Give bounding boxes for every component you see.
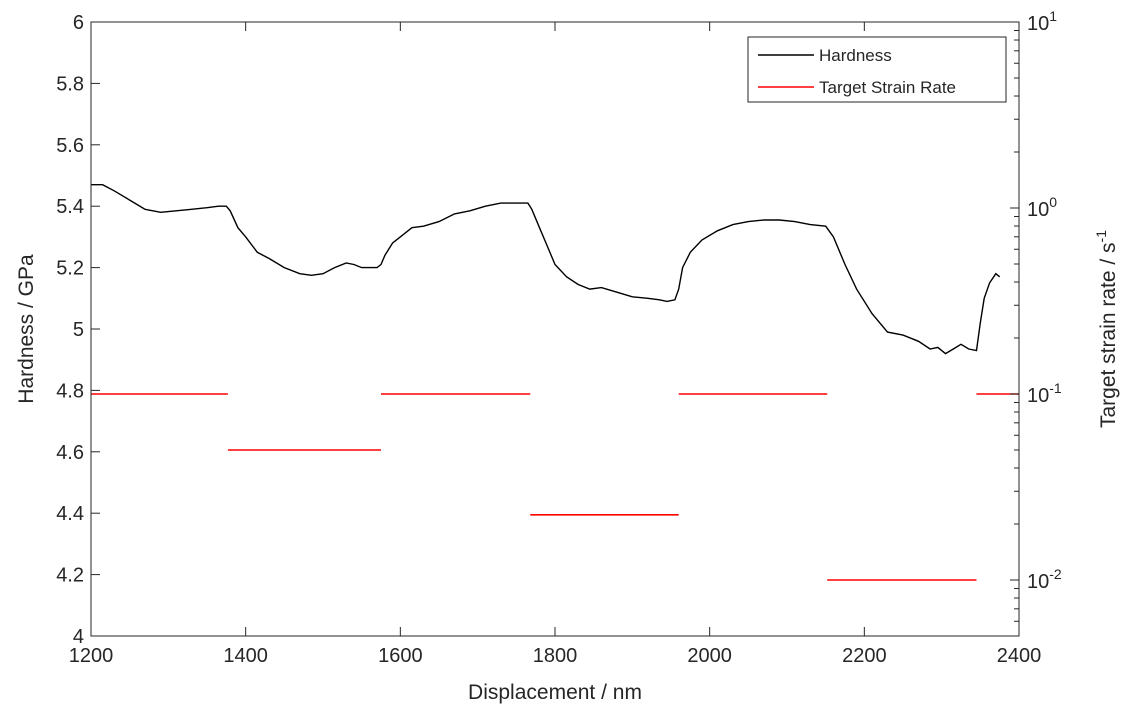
legend-label-strain-rate: Target Strain Rate [819,78,956,97]
y2-tick-label: 10-2 [1027,566,1062,593]
y2-tick-label: 10-1 [1027,380,1062,407]
y-tick-label: 5.6 [56,135,84,157]
y2-axis-label: Target strain rate / s-1 [1093,230,1120,428]
x-tick-label: 2000 [687,645,732,667]
y-axis-right: 10-2 10-1 100 101 [1010,8,1062,622]
y-tick-label: 4.8 [56,380,84,402]
y-tick-label: 4.4 [56,503,84,525]
y-tick-label: 6 [73,12,84,34]
y-tick-label: 5 [73,319,84,341]
y-tick-label: 5.2 [56,258,84,280]
y2-axis-label-text: Target strain rate / s [1097,242,1120,428]
x-tick-label: 2400 [997,645,1042,667]
plot-area-background [91,22,1019,636]
legend-label-hardness: Hardness [819,46,892,65]
x-tick-label: 1400 [223,645,268,667]
series-line-hardness [91,184,1001,355]
x-tick-label: 1600 [378,645,423,667]
series-layer [91,184,1019,581]
y-tick-label: 4.2 [56,565,84,587]
y2-axis-label-sup: -1 [1093,230,1109,243]
y2-tick-label: 101 [1027,8,1057,35]
legend: Hardness Target Strain Rate [747,36,1007,103]
y2-tick-label: 100 [1027,194,1057,221]
y-tick-label: 5.8 [56,73,84,95]
y-tick-label: 4.6 [56,442,84,464]
y-axis-left: 4 4.2 4.4 4.6 4.8 5 5.2 5.4 5.6 5.8 6 [56,12,100,648]
x-tick-label: 1200 [69,645,114,667]
x-tick-label: 2200 [842,645,887,667]
x-axis: 1200 1400 1600 1800 2000 2200 2400 [69,22,1042,667]
y-tick-label: 4 [73,626,84,648]
legend-box [747,36,1007,103]
y-axis-label: Hardness / GPa [15,254,38,404]
y-tick-label: 5.4 [56,196,84,218]
x-axis-label: Displacement / nm [468,681,642,704]
x-tick-label: 1800 [533,645,578,667]
